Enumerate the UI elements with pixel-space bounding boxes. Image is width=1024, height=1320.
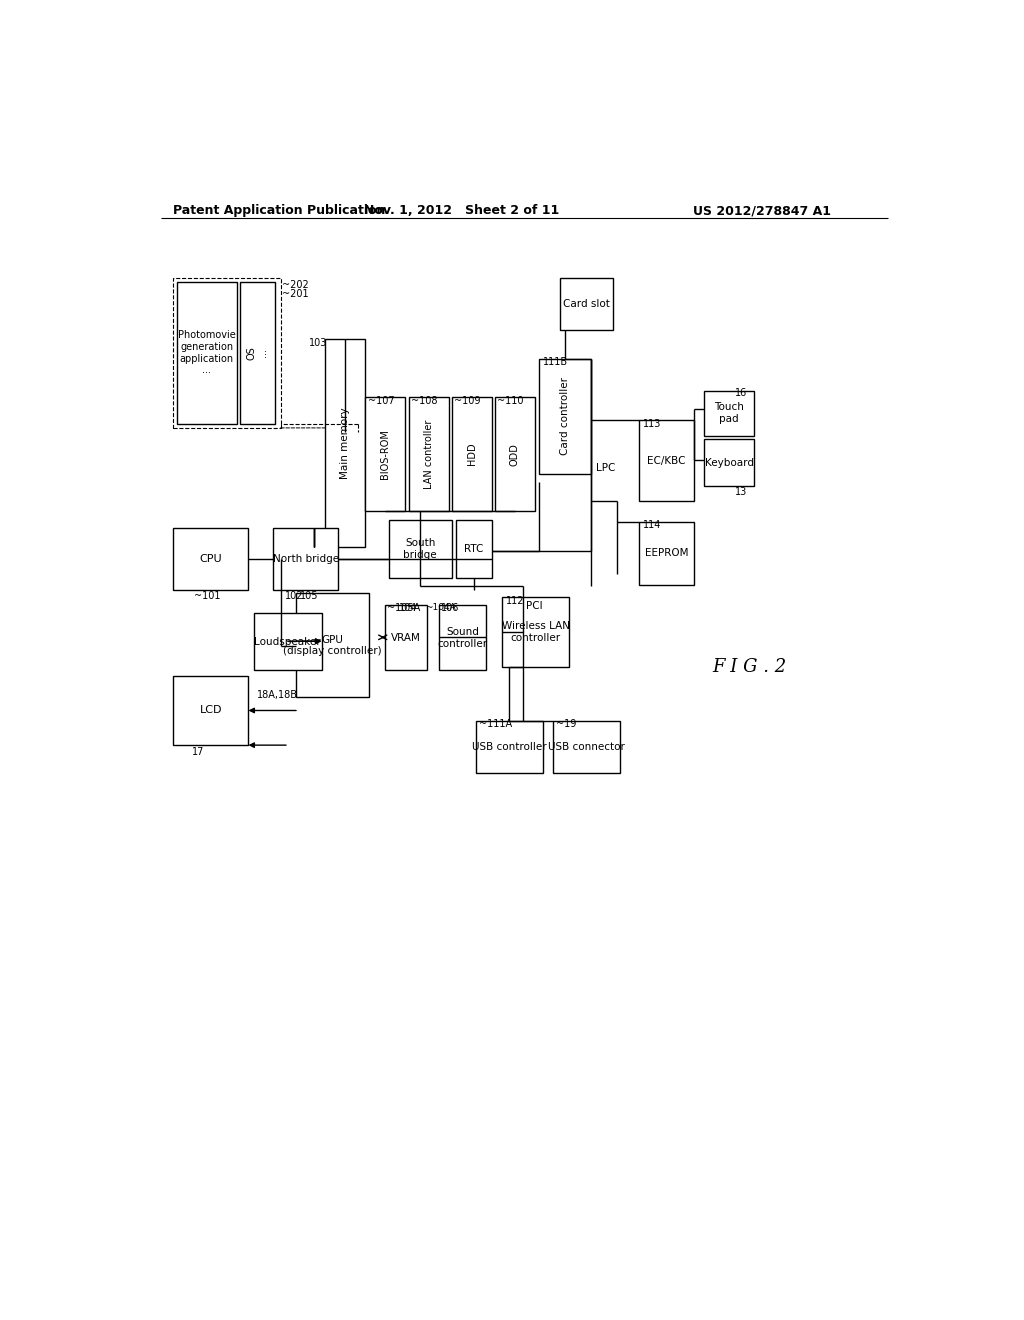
Text: ~109: ~109 (454, 396, 480, 405)
Bar (173, 676, 249, 744)
Text: F I G . 2: F I G . 2 (712, 657, 786, 676)
Text: 18A,18B: 18A,18B (257, 689, 298, 700)
Bar (325, 339, 365, 548)
Text: USB connector: USB connector (548, 742, 625, 751)
Text: 114: 114 (643, 520, 660, 531)
Text: Nov. 1, 2012   Sheet 2 of 11: Nov. 1, 2012 Sheet 2 of 11 (365, 205, 559, 218)
Text: EC/KBC: EC/KBC (647, 455, 686, 466)
Text: 111B: 111B (543, 358, 567, 367)
Bar (475, 721, 544, 774)
Text: ~104A: ~104A (425, 603, 456, 612)
Text: Card controller: Card controller (560, 378, 569, 455)
Bar (173, 277, 281, 428)
Bar (705, 440, 755, 486)
Bar (456, 520, 493, 578)
Bar (452, 397, 492, 511)
Bar (173, 528, 249, 590)
Bar (539, 359, 591, 474)
Text: OS
...: OS ... (247, 346, 268, 360)
Bar (553, 721, 621, 774)
Text: BIOS-ROM: BIOS-ROM (381, 429, 390, 479)
Text: 112: 112 (506, 595, 524, 606)
Bar (639, 420, 694, 502)
Bar (385, 605, 427, 671)
Text: ~201: ~201 (283, 289, 309, 300)
Text: ~111A: ~111A (479, 719, 512, 729)
Bar (495, 397, 535, 511)
Bar (438, 605, 486, 671)
Text: Loudspeaker: Loudspeaker (254, 636, 321, 647)
Text: Main memory: Main memory (340, 408, 349, 479)
Bar (705, 391, 755, 436)
Text: US 2012/278847 A1: US 2012/278847 A1 (692, 205, 830, 218)
Bar (502, 598, 569, 667)
Text: 113: 113 (643, 418, 660, 429)
Bar (639, 521, 694, 585)
Bar (560, 277, 612, 330)
Text: RTC: RTC (464, 544, 483, 554)
Text: LPC: LPC (596, 462, 615, 473)
Bar (409, 397, 449, 511)
Text: Patent Application Publication: Patent Application Publication (173, 205, 385, 218)
Text: South
bridge: South bridge (403, 539, 437, 560)
Text: 104: 104 (398, 603, 417, 614)
Text: 103: 103 (309, 338, 328, 347)
Text: 16: 16 (735, 388, 748, 397)
Bar (366, 397, 406, 511)
Text: GPU
(display controller): GPU (display controller) (284, 635, 382, 656)
Bar (177, 281, 237, 424)
Text: Wireless LAN
controller: Wireless LAN controller (502, 622, 569, 643)
Text: ~105A: ~105A (387, 603, 420, 614)
Text: ~110: ~110 (497, 396, 523, 405)
Text: CPU: CPU (200, 554, 222, 564)
Bar (273, 528, 339, 590)
Text: 13: 13 (735, 487, 748, 498)
Text: VRAM: VRAM (391, 632, 421, 643)
Text: HDD: HDD (467, 442, 476, 466)
Text: USB controller: USB controller (472, 742, 547, 751)
Text: PCI: PCI (526, 601, 543, 611)
Text: LAN controller: LAN controller (424, 420, 433, 488)
Text: North bridge: North bridge (272, 554, 339, 564)
Text: EEPROM: EEPROM (645, 548, 688, 558)
Text: Touch
pad: Touch pad (715, 403, 744, 424)
Text: 106: 106 (441, 603, 459, 614)
Text: ~107: ~107 (368, 396, 394, 405)
Text: ~101: ~101 (194, 591, 220, 601)
Text: ~19: ~19 (556, 719, 577, 729)
Text: Sound
controller: Sound controller (437, 627, 487, 648)
Text: Card slot: Card slot (563, 298, 610, 309)
Text: Photomovie
generation
application
...: Photomovie generation application ... (178, 330, 236, 375)
Text: 17: 17 (193, 747, 205, 756)
Text: ODD: ODD (510, 442, 520, 466)
Text: 102: 102 (285, 591, 303, 601)
Text: 105: 105 (300, 591, 318, 601)
Text: LCD: LCD (200, 705, 222, 715)
Bar (296, 594, 370, 697)
Text: ~108: ~108 (411, 396, 437, 405)
Bar (240, 281, 275, 424)
Bar (388, 520, 452, 578)
Text: ~202: ~202 (283, 280, 309, 290)
Text: Keyboard: Keyboard (705, 458, 754, 467)
Bar (254, 612, 322, 671)
